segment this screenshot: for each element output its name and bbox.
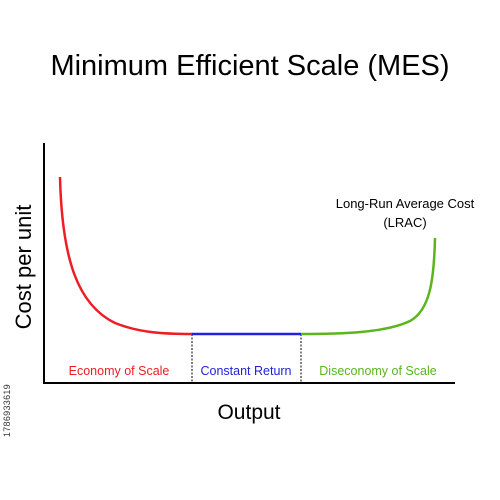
- curve-diseconomy-segment: [300, 237, 437, 336]
- curve-label-line2: (LRAC): [383, 215, 426, 230]
- stock-image-id: 1786933619: [2, 384, 12, 438]
- curve-economy-segment: [58, 176, 193, 336]
- constant-return-label: Constant Return: [200, 364, 291, 378]
- x-axis-label: Output: [217, 401, 280, 424]
- y-axis-label: Cost per unit: [11, 205, 36, 330]
- curve-label-line1: Long-Run Average Cost: [336, 196, 475, 211]
- economy-of-scale-label: Economy of Scale: [69, 364, 170, 378]
- diseconomy-of-scale-label: Diseconomy of Scale: [319, 364, 436, 378]
- diagram-title: Minimum Efficient Scale (MES): [50, 50, 450, 82]
